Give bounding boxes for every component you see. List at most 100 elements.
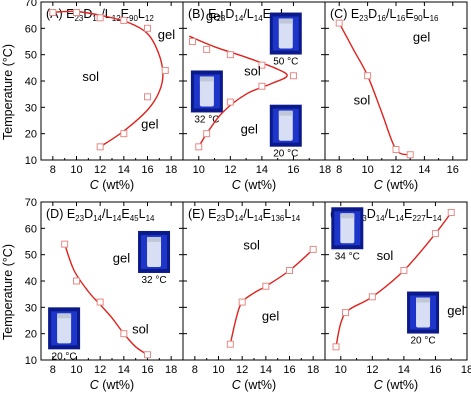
vial-photo: 32 °C [190,70,223,125]
x-tick-label: 14 [398,364,410,376]
vial-cap [416,297,431,303]
x-tick-label: 8 [50,164,56,176]
data-point [120,130,128,138]
data-point [195,143,203,151]
x-tick-label: 10 [335,364,347,376]
y-tick-label: 30 [25,102,37,114]
y-tick-label: 20 [25,129,37,141]
x-tick-label: 10 [212,364,224,376]
region-label-gel: gel [113,251,130,266]
x-tick-label: 10 [70,364,82,376]
x-tick-label: 8 [192,364,198,376]
data-point [203,130,211,138]
data-point [447,209,455,217]
region-label-gel: gel [447,303,464,318]
phase-boundary-curve [64,243,148,356]
region-label-gel: gel [158,27,175,42]
data-point [49,9,57,17]
data-point [188,38,196,45]
region-label-gel: gel [262,309,279,324]
region-label-sol: sol [244,64,261,79]
plot-area-frame [324,1,468,161]
region-label-sol: sol [354,93,371,108]
x-tick-label: 16 [283,364,295,376]
x-axis-label: C (wt%) [374,178,418,192]
data-point [286,266,293,274]
vial-body [57,313,72,344]
region-label-sol: sol [243,237,260,252]
vial-body [147,236,162,267]
y-tick-label: 60 [25,23,37,35]
panel-3: (D) E23D14/L14E45L14 8 10 12 14 16 18 10 20 30 40 5… [25,197,184,392]
x-tick-label: 12 [236,364,248,376]
panel-title: (E) E23D14/L14E136L14 [188,207,301,223]
region-label-gel: gel [413,30,430,45]
x-tick-label: 14 [256,164,268,176]
x-tick-label: 12 [366,364,378,376]
vial-photo: 20 °C [407,291,440,347]
y-tick-label: 50 [25,50,37,62]
y-tick-label: 30 [25,302,37,314]
x-tick-label: 18 [165,164,177,176]
x-tick-label: 12 [390,164,402,176]
panel-title: (D) E23D14/L14E45L14 [46,207,155,223]
x-tick-label: 16 [429,364,441,376]
y-tick-label: 10 [25,155,37,167]
vial-photo: 20 °C [48,307,81,362]
data-point [309,245,317,253]
region-label-gel: gel [206,8,223,23]
x-tick-label: 10 [70,164,82,176]
vial-body [278,110,293,141]
x-tick-label: 12 [224,164,236,176]
x-tick-label: 14 [118,164,130,176]
data-point [262,282,270,290]
x-tick-label: 8 [50,364,56,376]
data-point [161,66,169,74]
data-point [364,72,372,80]
region-label-sol: sol [132,322,149,337]
photo-temperature-label: 20 °C [273,149,298,160]
data-point [226,340,234,348]
x-axis-label: C (wt%) [232,378,276,392]
vial-cap [278,110,293,116]
data-point [392,145,400,153]
vial-cap [278,18,293,24]
y-tick-label: 20 [25,329,37,341]
region-label-gel: gel [241,122,258,137]
vial-cap [340,213,355,219]
data-point [120,16,128,24]
data-point [226,98,234,106]
data-point [96,143,104,151]
y-axis-label-bottom: Temperature (°C) [1,244,15,340]
vial-body [416,297,431,328]
data-point [120,330,128,338]
photo-temperature-label: 34 °C [335,251,360,262]
panel-0: (A) E23D12/L12E90L1281012141618102030405… [25,0,184,192]
x-axis-label: C (wt%) [374,378,418,392]
x-tick-label: 16 [141,164,153,176]
data-point [144,24,151,32]
vial-cap [199,76,214,82]
data-point [368,293,376,301]
region-label-gel: gel [141,116,158,131]
data-point [431,230,439,238]
data-point [400,266,408,274]
y-tick-label: 70 [25,197,37,209]
x-tick-label: 12 [94,164,106,176]
data-point [73,277,80,285]
phase-boundary-curve [338,22,411,156]
vial-cap [147,236,162,242]
data-point [342,309,350,317]
vial-photo: 32 °C [138,230,171,286]
y-tick-label: 40 [25,276,37,288]
vial-body [199,76,214,107]
x-tick-label: 18 [165,364,177,376]
y-axis-label-top: Temperature (°C) [1,44,15,140]
x-tick-label: 10 [193,164,205,176]
y-tick-label: 60 [25,223,37,235]
x-axis-label: C (wt%) [90,178,134,192]
x-axis-label: C (wt%) [90,378,134,392]
data-point [238,298,246,306]
